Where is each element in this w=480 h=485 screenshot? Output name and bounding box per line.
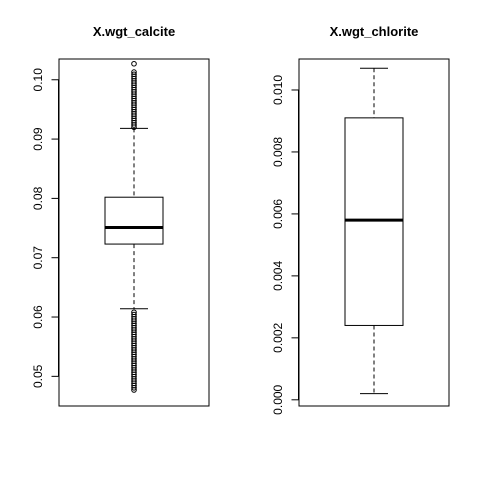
panel1-box: [104, 196, 164, 245]
panel1-outlier-point: [131, 309, 137, 316]
panel2-y-tick-label: 0.010: [271, 75, 285, 105]
panel2-y-tick-label: 0.002: [271, 322, 285, 352]
panel1-title: X.wgt_calcite: [93, 24, 175, 39]
panel2-y-tick-label: 0.000: [271, 384, 285, 414]
panel1-outlier-point: [131, 69, 137, 75]
panel1-outlier-point: [131, 71, 137, 78]
panel2-y-tick-label: 0.008: [271, 137, 285, 167]
panel1-y-tick-label: 0.09: [31, 127, 45, 151]
panel1-y-tick-label: 0.10: [31, 68, 45, 92]
panel2-box: [344, 117, 404, 326]
panel1-y-tick-label: 0.05: [31, 364, 45, 388]
panel1-outlier-point: [131, 60, 137, 67]
panel1-outlier-point: [131, 311, 137, 318]
panel1-y-tick-label: 0.08: [31, 186, 45, 210]
panel1-y-tick-label: 0.06: [31, 305, 45, 329]
panel2-title: X.wgt_chlorite: [330, 24, 419, 39]
panel1-y-tick-label: 0.07: [31, 246, 45, 270]
panel2-y-tick-label: 0.004: [271, 261, 285, 291]
panel2-y-tick-label: 0.006: [271, 199, 285, 229]
